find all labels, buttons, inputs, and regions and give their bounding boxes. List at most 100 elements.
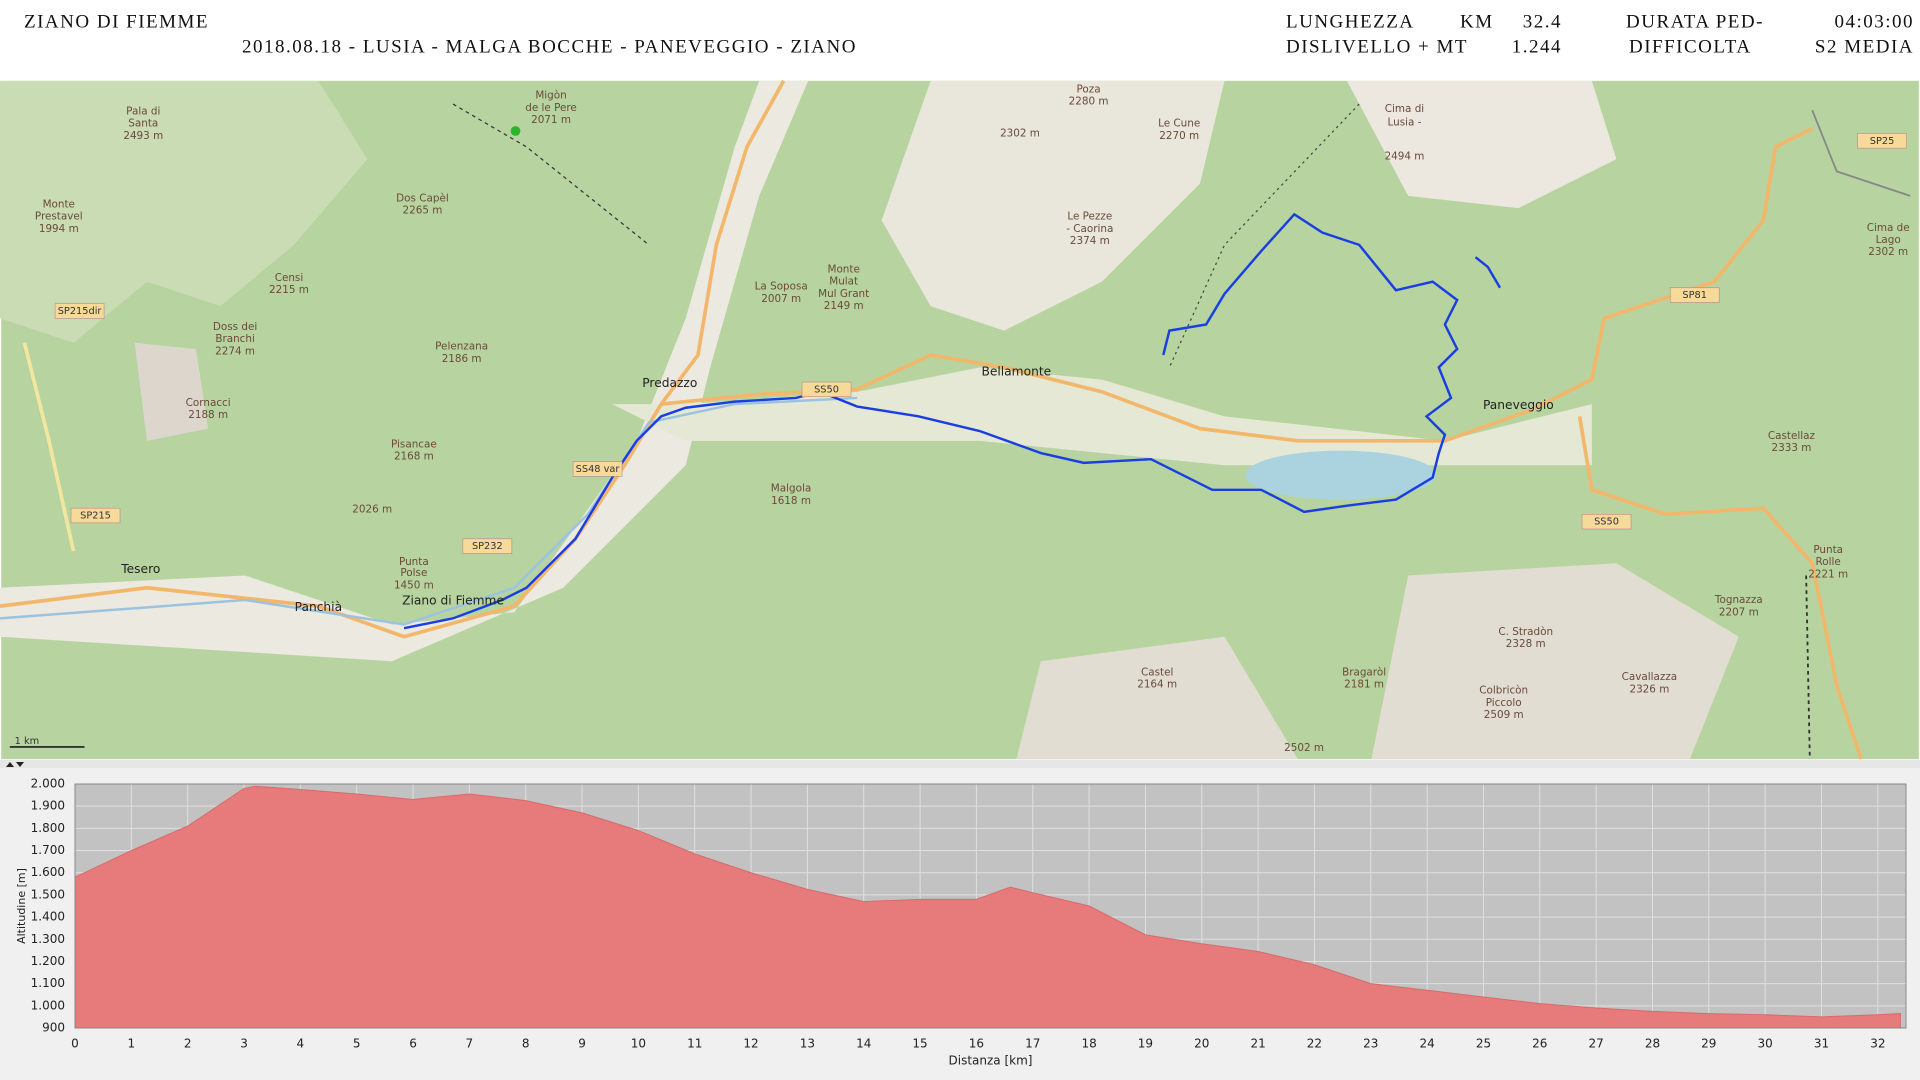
- terrain: [0, 80, 368, 343]
- map-label: 2168 m: [394, 451, 434, 463]
- splitter-arrows[interactable]: [6, 762, 24, 767]
- y-tick-label: 1.000: [31, 998, 65, 1012]
- gps-track: [403, 212, 1459, 630]
- x-tick-label: 6: [409, 1037, 417, 1051]
- x-tick-label: 28: [1645, 1037, 1660, 1051]
- map-label: Polse: [400, 567, 427, 579]
- x-tick-label: 3: [240, 1037, 248, 1051]
- map-label: Rolle: [1816, 556, 1841, 568]
- map-label: Ziano di Fiemme: [402, 594, 504, 608]
- route: 2018.08.18 - LUSIA - MALGA BOCCHE - PANE…: [242, 36, 857, 57]
- y-tick-label: 1.400: [31, 910, 65, 924]
- map-label: Mulat: [829, 276, 858, 288]
- length-label: LUNGHEZZA: [1286, 11, 1415, 32]
- x-tick-label: 13: [800, 1037, 815, 1051]
- plot-frame: [74, 783, 1907, 1029]
- road-label: SP215: [80, 511, 111, 522]
- difficulty-value: S2 MEDIA: [1815, 36, 1914, 57]
- map-label: La Soposa: [755, 281, 808, 293]
- x-tick-label: 15: [912, 1037, 927, 1051]
- road: [22, 342, 76, 552]
- x-tick-label: 12: [743, 1037, 758, 1051]
- x-tick-label: 14: [856, 1037, 871, 1051]
- map-label: 1450 m: [394, 579, 434, 591]
- scale-label: 1 km: [15, 736, 40, 747]
- map-label: Castellaz: [1768, 430, 1815, 442]
- x-tick-label: 29: [1701, 1037, 1716, 1051]
- map-label: Censi: [275, 272, 304, 284]
- map-label: 2274 m: [215, 345, 255, 357]
- map[interactable]: 1 km Predazzo Paneveggio Bellamonte Ziano d…: [0, 79, 1919, 760]
- road-label: SP215dir: [58, 306, 103, 317]
- y-tick-label: 1.700: [31, 843, 65, 857]
- header-bg: [0, 0, 1920, 80]
- map-label: Le Cune: [1158, 118, 1200, 130]
- map-label: Santa: [128, 118, 158, 130]
- x-tick-label: 5: [353, 1037, 361, 1051]
- map-label: 2181 m: [1344, 678, 1384, 690]
- road: [661, 126, 1814, 443]
- map-label: Cavallazza: [1622, 671, 1678, 683]
- road-label: SS50: [814, 384, 839, 395]
- x-tick-label: 20: [1194, 1037, 1209, 1051]
- duration-label: DURATA PED-: [1626, 11, 1764, 32]
- road-label: SP232: [472, 541, 503, 552]
- map-label: 2270 m: [1159, 130, 1199, 142]
- x-tick-label: 8: [522, 1037, 530, 1051]
- map-label: Lusia -: [1388, 116, 1422, 128]
- map-label: Poza: [1077, 83, 1101, 95]
- x-tick-label: 31: [1814, 1037, 1829, 1051]
- x-tick-label: 4: [297, 1037, 305, 1051]
- map-label: Cima de: [1867, 222, 1910, 234]
- map-label: Punta: [399, 556, 429, 568]
- y-tick-label: 1.900: [31, 799, 65, 813]
- x-tick-label: 16: [969, 1037, 984, 1051]
- map-label: Piccolo: [1486, 697, 1522, 709]
- map-label: Bellamonte: [981, 365, 1051, 379]
- map-label: Malgola: [771, 483, 811, 495]
- road-label: SP25: [1870, 136, 1895, 147]
- map-label: 2302 m: [1000, 127, 1040, 139]
- map-label: 2509 m: [1484, 709, 1524, 721]
- climb-label: DISLIVELLO + MT: [1286, 36, 1468, 57]
- map-label: 2149 m: [824, 300, 864, 312]
- duration-value: 04:03:00: [1834, 11, 1914, 32]
- x-tick-label: 2: [184, 1037, 192, 1051]
- map-label: Dos Capèl: [396, 192, 449, 204]
- map-label: 2071 m: [531, 114, 571, 126]
- x-tick-label: 32: [1870, 1037, 1885, 1051]
- map-label: 2007 m: [761, 293, 801, 305]
- elevation-area: [74, 785, 1901, 1029]
- lift: [1805, 575, 1811, 760]
- map-label: Prestavel: [35, 211, 83, 223]
- map-label: Pisancae: [391, 438, 437, 450]
- x-tick-label: 26: [1532, 1037, 1547, 1051]
- map-label: Doss dei: [213, 321, 257, 333]
- y-tick-label: 1.200: [31, 954, 65, 968]
- river: [0, 396, 858, 626]
- y-tick-label: 1.100: [31, 976, 65, 990]
- terrain: [1016, 636, 1298, 760]
- splitter[interactable]: [0, 760, 1920, 768]
- x-tick-label: 17: [1025, 1037, 1040, 1051]
- x-tick-label: 23: [1363, 1037, 1378, 1051]
- x-tick-label: 21: [1250, 1037, 1265, 1051]
- map-label: 2326 m: [1629, 683, 1669, 695]
- difficulty-label: DIFFICOLTA: [1629, 36, 1752, 57]
- map-label: 2280 m: [1069, 96, 1109, 108]
- y-tick-label: 1.800: [31, 821, 65, 835]
- lake: [1245, 450, 1437, 500]
- map-label: Tesero: [120, 562, 160, 576]
- map-label: Monte: [827, 263, 859, 275]
- road-shield: [1581, 513, 1632, 530]
- x-tick-label: 22: [1307, 1037, 1322, 1051]
- map-label: Paneveggio: [1483, 398, 1554, 412]
- map-label: Colbricòn: [1479, 685, 1528, 697]
- map-label: Pelenzana: [435, 341, 488, 353]
- y-axis-title: Altitudine [m]: [15, 868, 28, 944]
- y-tick-label: 1.500: [31, 887, 65, 901]
- road-label: SS50: [1594, 517, 1619, 528]
- terrain: [1371, 563, 1739, 760]
